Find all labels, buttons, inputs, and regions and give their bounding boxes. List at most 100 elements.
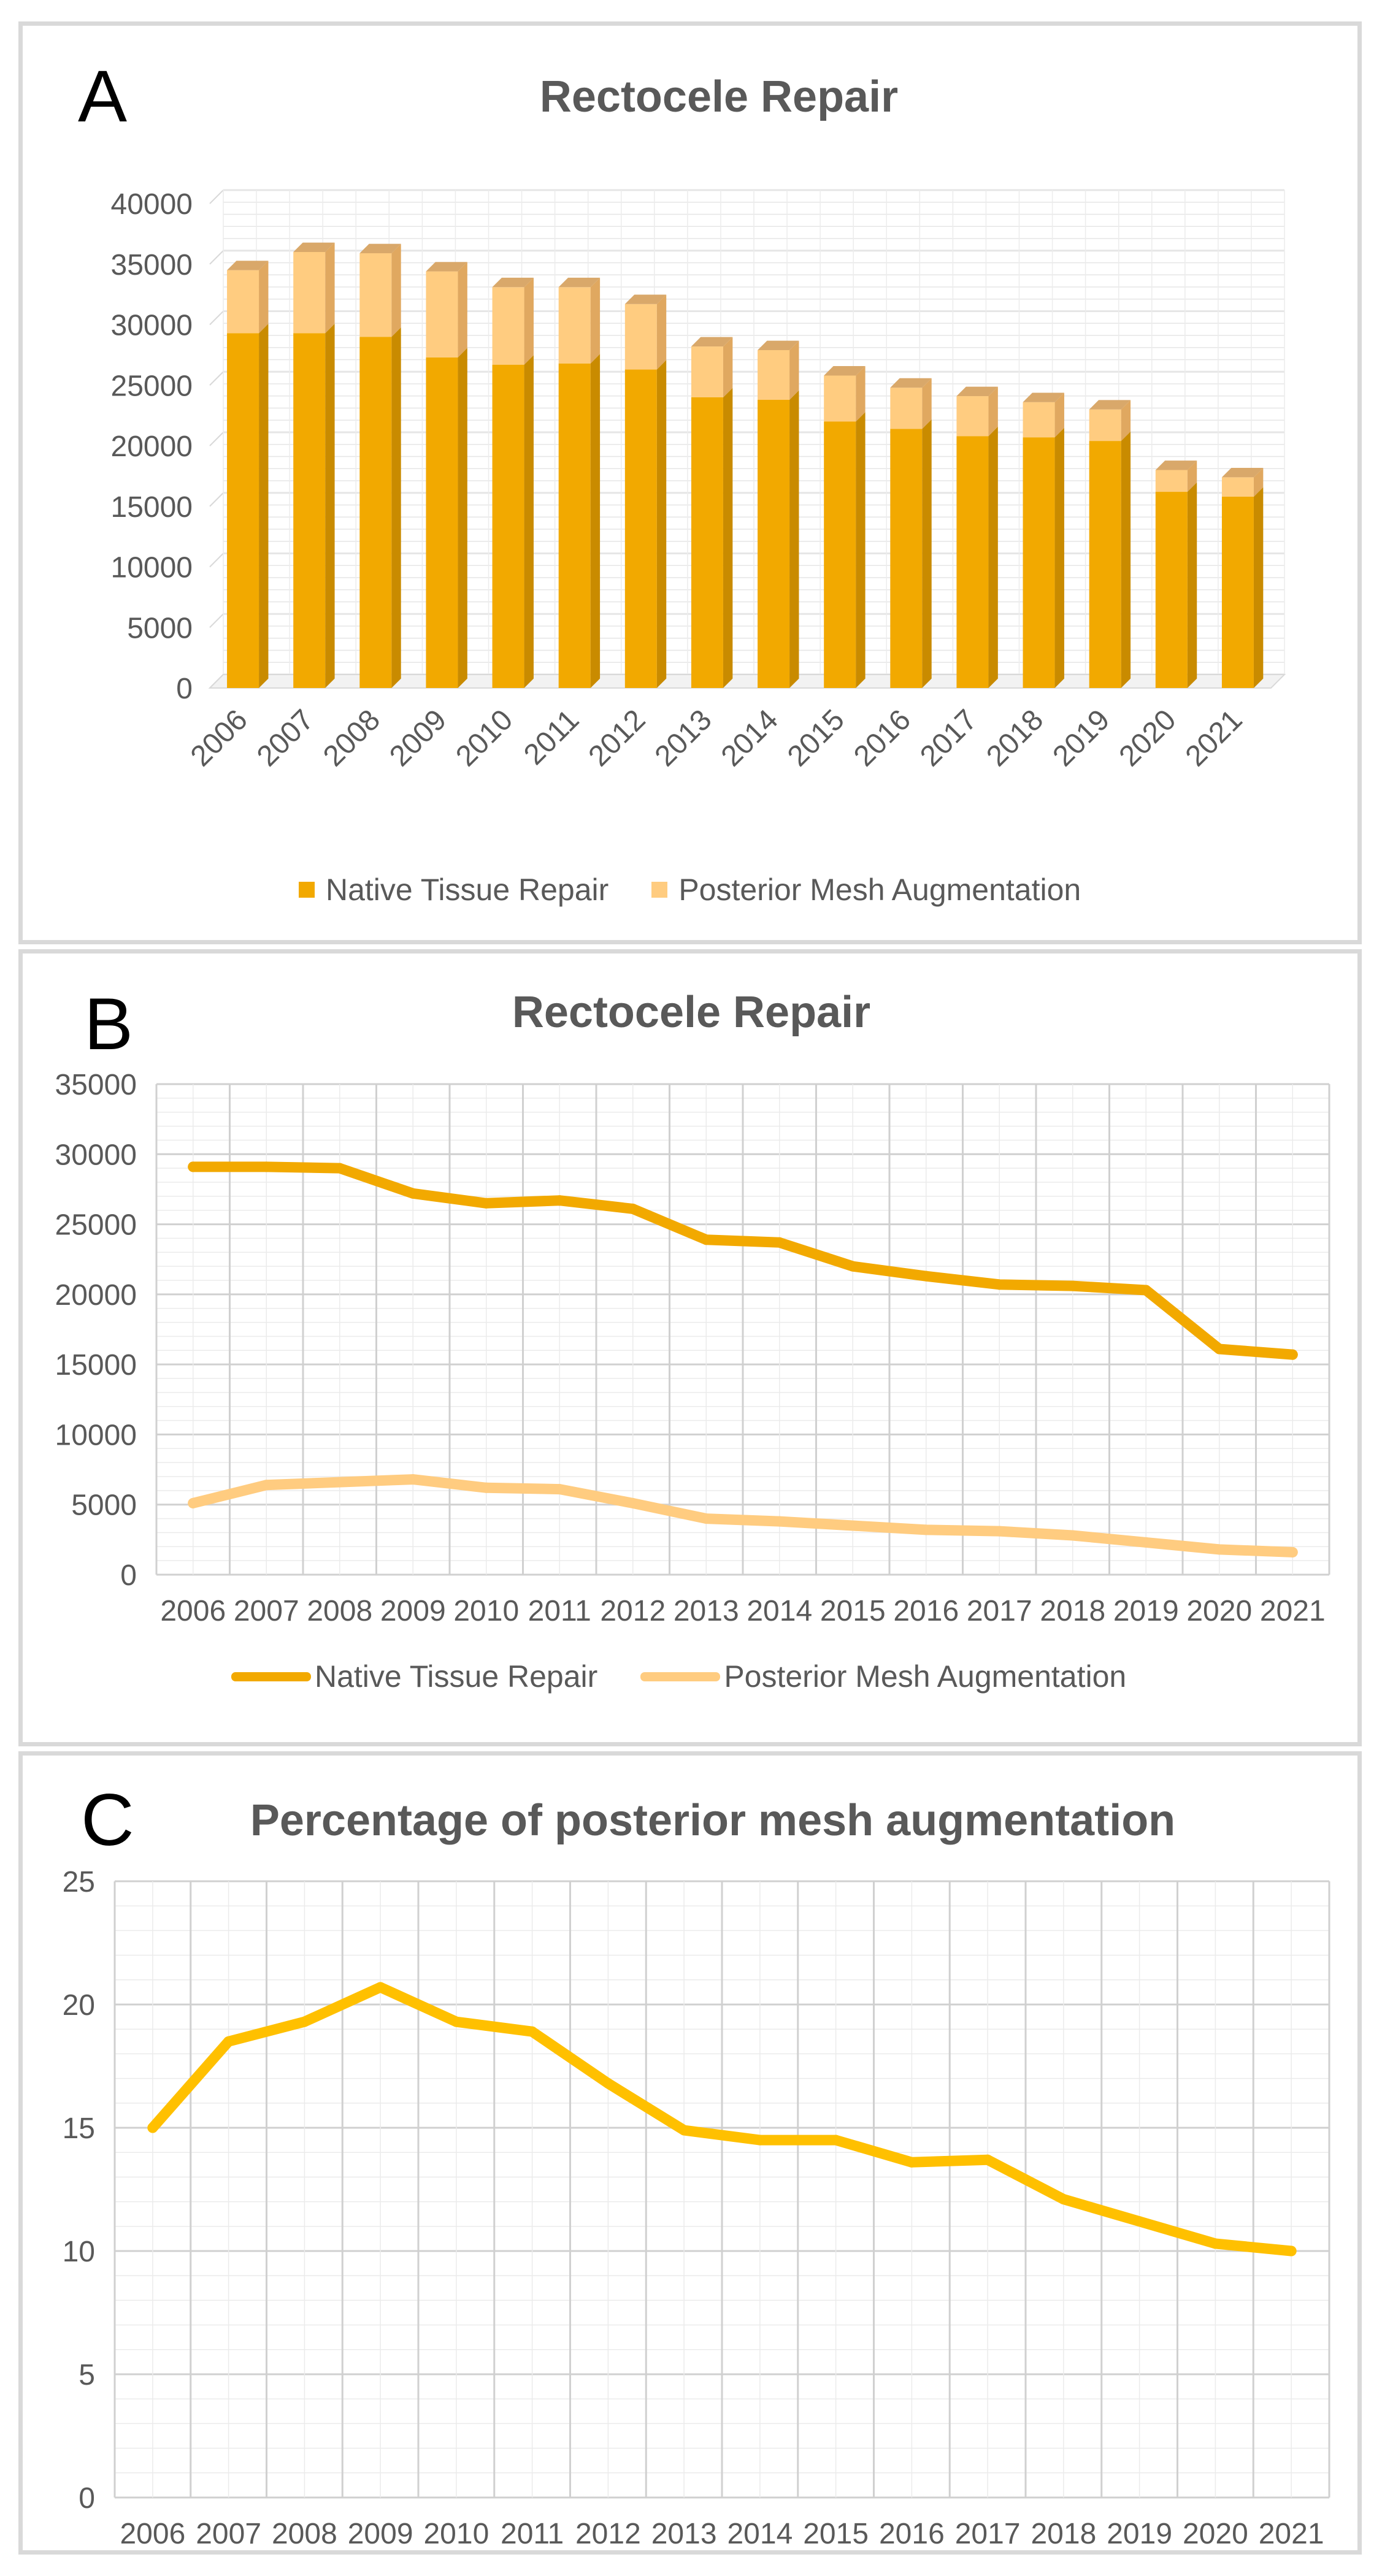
legend-label-mesh: Posterior Mesh Augmentation [678,873,1081,907]
legend-label-native: Native Tissue Repair [326,873,609,907]
bar-top [492,277,534,288]
bar-side [922,378,932,429]
x-tick-label: 2008 [307,1595,372,1627]
bar-side [723,337,733,397]
bar-segment [956,396,989,437]
x-tick-label: 2016 [879,2518,945,2550]
x-tick-label: 2017 [955,2518,1021,2550]
data-point [188,1161,199,1172]
chart-title: Rectocele Repair [540,72,898,121]
x-tick-label: 2017 [914,703,983,773]
bar-segment [293,333,326,688]
bar-side [656,360,667,688]
gridline-depth [209,552,224,568]
x-tick-label: 2007 [234,1595,299,1627]
gridline-depth [209,371,224,386]
x-tick-label: 2021 [1260,1595,1326,1627]
x-tick-label: 2015 [820,1595,886,1627]
y-tick-label: 25 [63,1866,95,1898]
x-tick-label: 2008 [317,703,386,773]
bar-side [590,354,601,688]
data-point [847,1520,858,1531]
data-point [223,2036,234,2047]
x-tick-label: 2011 [501,2518,564,2550]
gridline-depth [209,310,224,326]
bar-top [227,261,269,270]
bar-segment [359,337,392,688]
legend-swatch-native [299,882,315,898]
legend-swatch-native-line [231,1672,311,1681]
data-point [906,2157,917,2168]
bar-segment [890,429,923,688]
y-tick-label: 30000 [111,310,193,342]
bar-segment [1221,477,1254,497]
bar-segment [691,397,723,688]
y-tick-label: 35000 [111,249,193,281]
data-point [1287,1349,1298,1360]
x-tick-label: 2014 [715,703,785,773]
data-point [1067,1530,1078,1541]
data-point [554,1195,565,1206]
data-point [774,1516,785,1527]
x-tick-label: 2012 [600,1595,666,1627]
chart-b: Rectocele Repair 0 5000 10000 15000 20000 2500… [55,988,1330,1627]
bar-side [656,294,667,370]
bar-segment [426,357,458,688]
y-tick-label: 25000 [55,1209,137,1242]
bar-top [824,366,866,376]
legend-item-mesh-line: Posterior Mesh Augmentation [640,1659,1126,1694]
x-tick-label: 2016 [893,1595,959,1627]
chart-a: Rectocele Repair 0 5000 10000 15000 20000 2500… [111,72,1286,773]
bar-segment [1155,492,1188,688]
panel-c: C Percentage of posterior mesh augmentat… [18,1751,1362,2555]
x-tick-label: 2014 [747,1595,812,1627]
bar-segment [1089,441,1121,688]
bar-top [956,386,998,397]
x-tick-label: 2011 [528,1595,591,1627]
bar-segment [359,253,392,337]
series-line [188,1161,1298,1360]
bar-side [325,323,335,688]
bar-segment [1089,409,1121,441]
data-point [831,2135,842,2146]
gridline-depth [209,492,224,507]
y-tick-label: 0 [120,1559,137,1592]
x-tick-label: 2017 [967,1595,1032,1627]
x-tick-label: 2013 [674,1595,739,1627]
data-point [994,1279,1005,1290]
bar-segment [227,270,259,334]
legend-swatch-mesh-line [640,1672,721,1681]
x-tick-label: 2013 [651,2518,717,2550]
bar-segment [824,375,856,422]
bar-segment [1023,437,1055,688]
y-tick-label: 0 [176,673,193,705]
legend-b: Native Tissue Repair Posterior Mesh Augm… [231,1659,1169,1694]
y-tick-label: 5 [79,2359,95,2391]
bar-segment [492,287,524,365]
data-point [407,1474,418,1485]
panel-letter-b: B [84,983,134,1065]
data-point [147,2122,158,2133]
x-tick-label: 2016 [848,703,917,773]
data-point [921,1524,932,1535]
x-tick-label: 2010 [450,703,519,773]
data-point [334,1477,345,1488]
bar-side [1054,392,1064,438]
y-tick-label: 15000 [111,491,193,524]
data-point [1140,1285,1151,1296]
y-tick-label: 15 [63,2112,95,2145]
chart-title: Percentage of posterior mesh augmentatio… [250,1796,1175,1845]
bar-side [1121,431,1131,688]
bar-side [1253,467,1264,497]
bar-top [758,340,799,350]
x-tick-label: 2021 [1180,703,1249,773]
legend-item-native: Native Tissue Repair [299,872,608,908]
bar-side [325,242,335,334]
bar-top [1221,467,1264,478]
x-tick-label: 2006 [120,2518,185,2550]
bar-segment [758,399,790,688]
y-tick-label: 15000 [55,1349,137,1382]
x-tick-label: 2020 [1183,2518,1248,2550]
bar-side [391,243,401,337]
data-point [847,1261,858,1272]
